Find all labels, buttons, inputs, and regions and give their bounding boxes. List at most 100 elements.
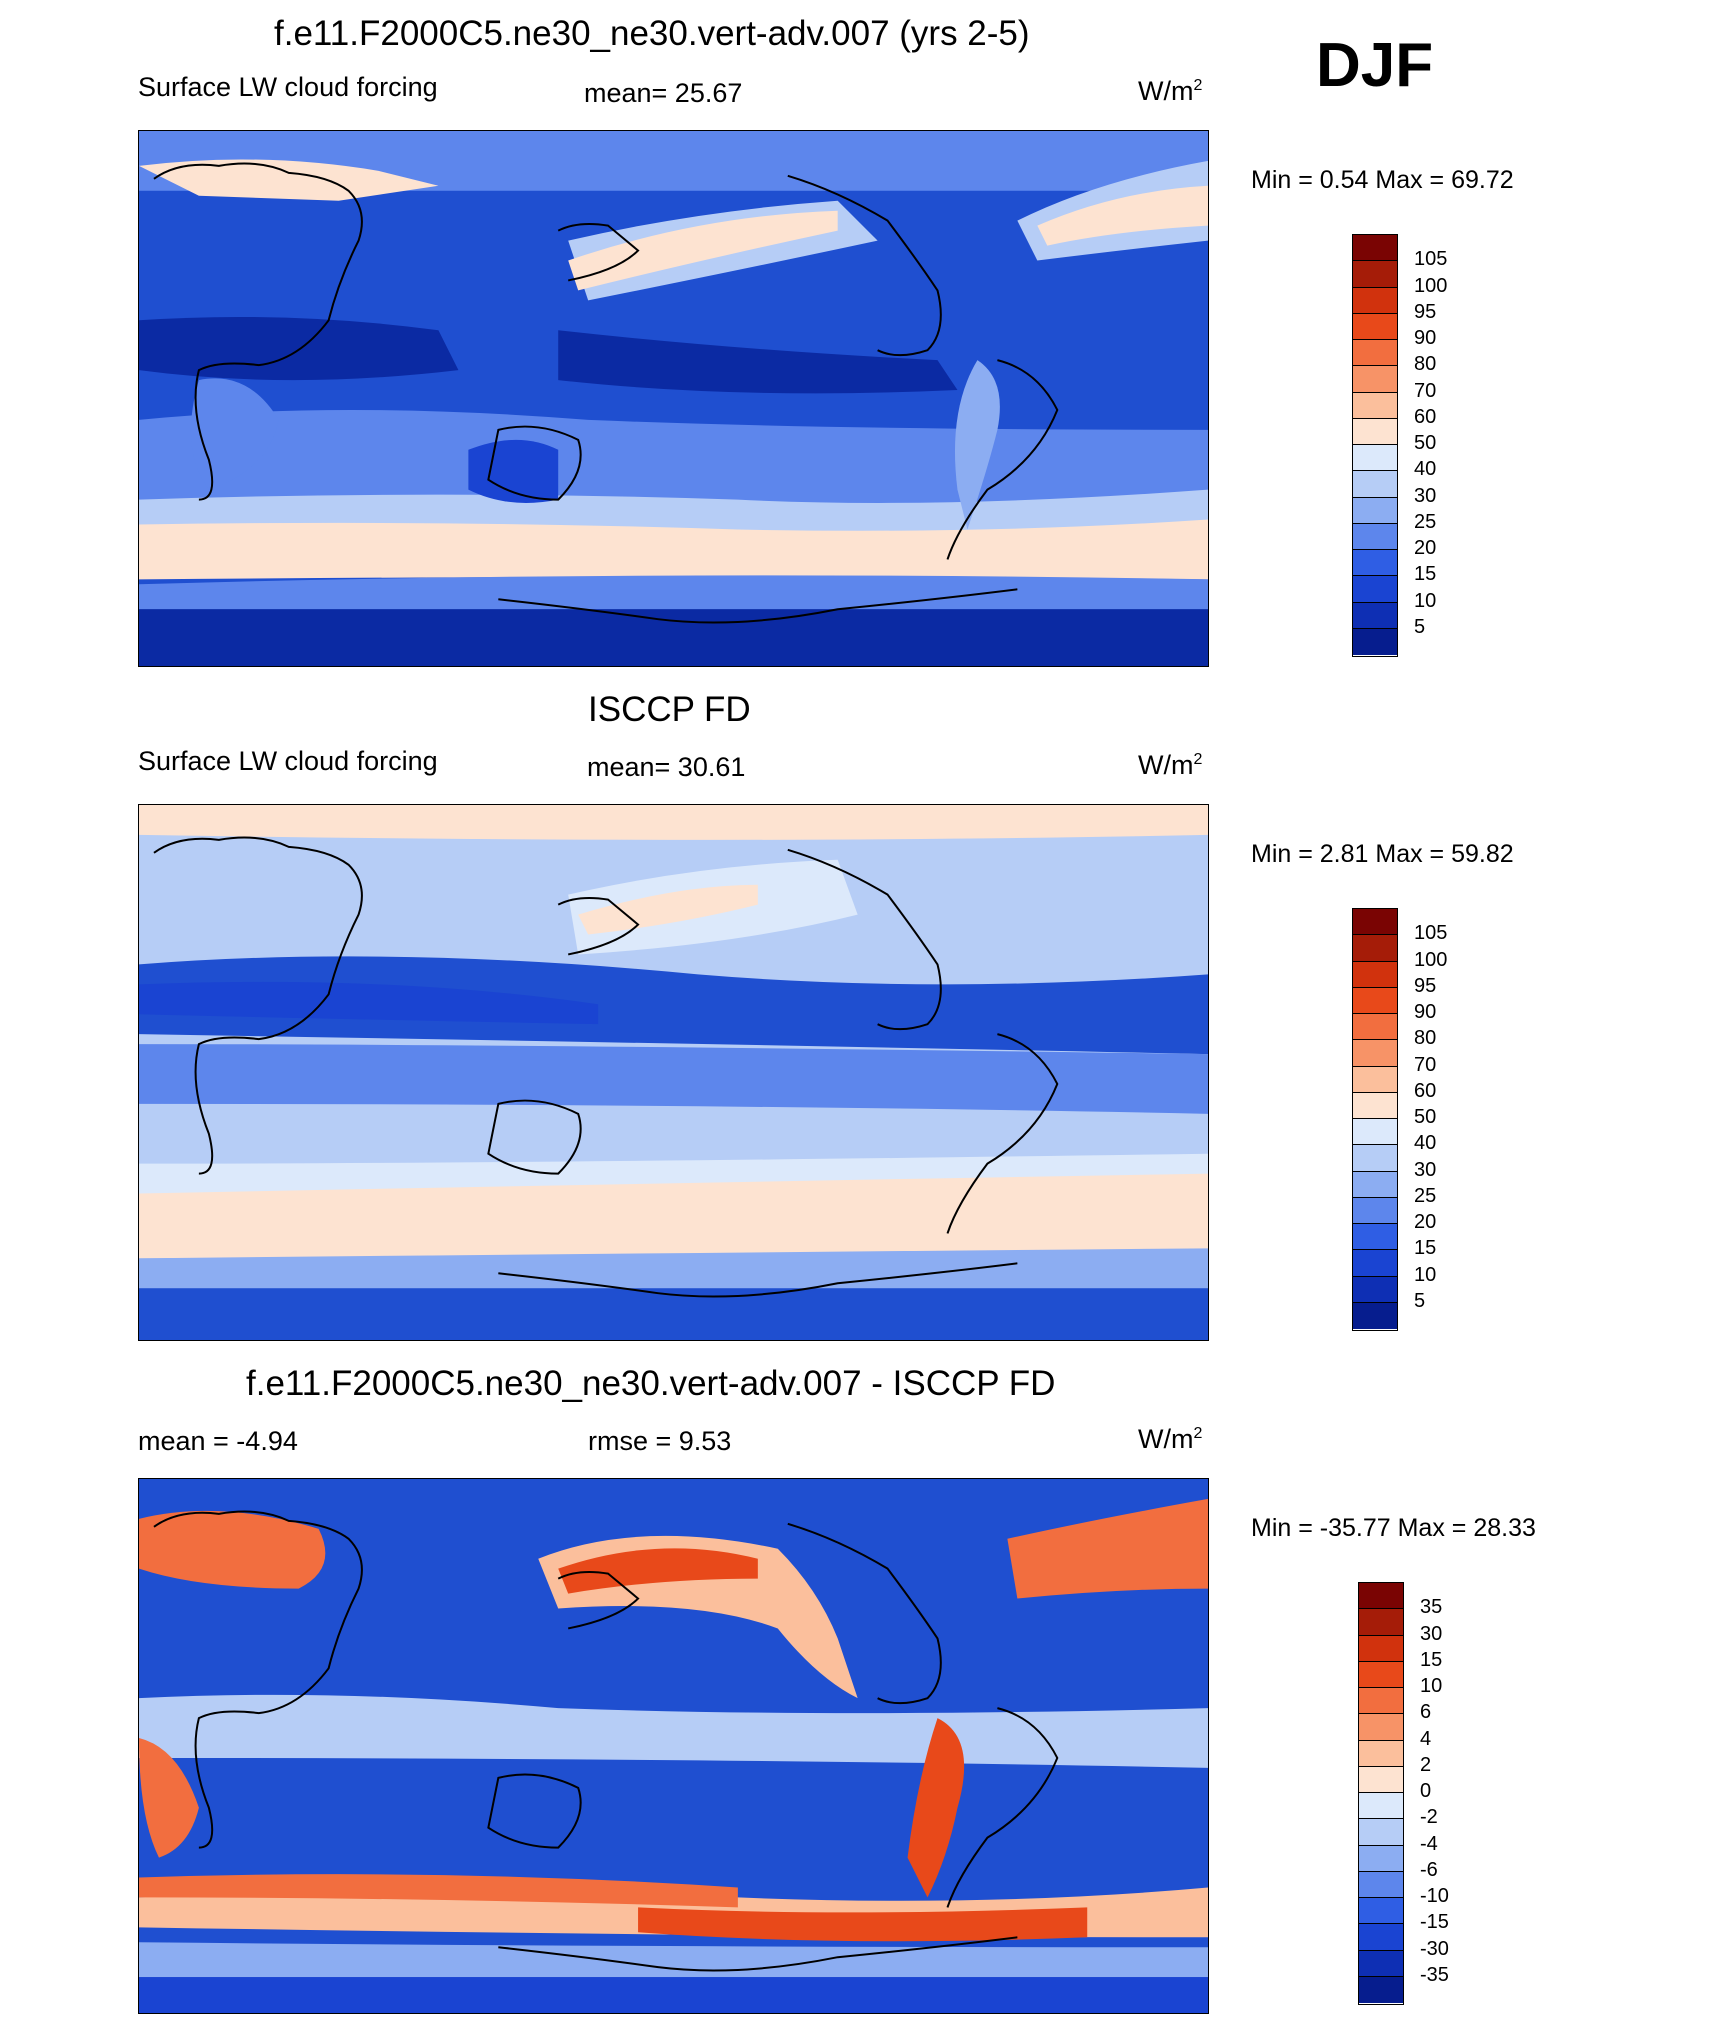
colorbar-level-label: -15 (1420, 1911, 1449, 1934)
panel2-unit-label: W/m2 (1138, 750, 1203, 780)
panel1-colorbar (1352, 234, 1398, 657)
colorbar-swatch (1353, 340, 1397, 367)
panel3-title: f.e11.F2000C5.ne30_ne30.vert-adv.007 - I… (246, 1364, 1056, 1403)
colorbar-swatch (1353, 550, 1397, 577)
panel3-mean-label: mean = -4.94 (138, 1426, 298, 1456)
colorbar-swatch (1359, 1583, 1403, 1610)
colorbar-level-label: 100 (1414, 274, 1448, 297)
colorbar-swatch (1353, 392, 1397, 419)
colorbar-swatch (1359, 1688, 1403, 1715)
colorbar-swatch (1353, 628, 1397, 655)
colorbar-swatch (1353, 261, 1397, 288)
colorbar-swatch (1359, 1898, 1403, 1925)
colorbar-swatch (1353, 235, 1397, 262)
colorbar-level-label: 15 (1420, 1648, 1443, 1671)
colorbar-level-label: 30 (1414, 484, 1437, 507)
colorbar-swatch (1353, 1276, 1397, 1303)
colorbar-level-label: 20 (1414, 537, 1437, 559)
colorbar-swatch (1353, 1014, 1397, 1041)
colorbar-level-label: 50 (1414, 1106, 1437, 1128)
colorbar-level-label: 2 (1420, 1753, 1432, 1776)
colorbar-level-label: 0 (1420, 1780, 1432, 1802)
colorbar-swatch (1359, 1609, 1403, 1636)
panel2-variable-label: Surface LW cloud forcing (138, 746, 438, 776)
colorbar-swatch (1359, 1871, 1403, 1898)
colorbar-level-label: 35 (1420, 1596, 1443, 1619)
colorbar-level-label: 70 (1414, 1053, 1437, 1076)
colorbar-level-label: 50 (1414, 432, 1437, 454)
colorbar-level-label: -30 (1420, 1937, 1449, 1960)
colorbar-swatch (1353, 497, 1397, 524)
colorbar-level-label: 10 (1420, 1675, 1443, 1697)
colorbar-level-label: 15 (1414, 1237, 1437, 1260)
colorbar-level-label: 4 (1420, 1727, 1432, 1750)
colorbar-level-label: 90 (1414, 327, 1437, 349)
colorbar-swatch (1359, 1950, 1403, 1977)
colorbar-swatch (1359, 1661, 1403, 1688)
colorbar-swatch (1359, 1976, 1403, 2003)
colorbar-level-label: 25 (1414, 510, 1437, 533)
colorbar-swatch (1353, 1250, 1397, 1277)
colorbar-swatch (1353, 935, 1397, 962)
colorbar-swatch (1353, 1040, 1397, 1067)
panel1-unit-label: W/m2 (1138, 76, 1203, 106)
colorbar-level-label: 95 (1414, 974, 1437, 997)
colorbar-level-label: 80 (1414, 353, 1437, 376)
colorbar-level-label: 10 (1414, 589, 1437, 612)
colorbar-level-label: 60 (1414, 1079, 1437, 1102)
colorbar-swatch (1353, 987, 1397, 1014)
colorbar-level-label: 20 (1414, 1211, 1437, 1233)
panel2-minmax: Min = 2.81 Max = 59.82 (1251, 840, 1514, 868)
colorbar-swatch (1353, 1145, 1397, 1172)
colorbar-swatch (1353, 961, 1397, 988)
colorbar-level-label: -35 (1420, 1963, 1449, 1986)
colorbar-swatch (1359, 1924, 1403, 1951)
colorbar-level-label: 105 (1414, 248, 1448, 271)
colorbar-level-label: 10 (1414, 1263, 1437, 1286)
colorbar-level-label: 60 (1414, 405, 1437, 428)
colorbar-level-label: 5 (1414, 615, 1426, 638)
season-label: DJF (1316, 31, 1434, 100)
colorbar-level-label: -2 (1420, 1806, 1438, 1829)
colorbar-level-label: 30 (1414, 1158, 1437, 1181)
colorbar-swatch (1353, 523, 1397, 550)
panel3-rmse-label: rmse = 9.53 (588, 1426, 732, 1456)
colorbar-level-label: 95 (1414, 300, 1437, 323)
panel2-colorbar (1352, 908, 1398, 1331)
colorbar-level-label: -4 (1420, 1832, 1438, 1855)
colorbar-swatch (1353, 471, 1397, 498)
colorbar-level-label: 100 (1414, 948, 1448, 971)
colorbar-swatch (1353, 1224, 1397, 1251)
colorbar-level-label: 80 (1414, 1027, 1437, 1050)
colorbar-level-label: 90 (1414, 1001, 1437, 1023)
panel2-observation-map (138, 804, 1209, 1341)
colorbar-swatch (1353, 287, 1397, 314)
panel2-title: ISCCP FD (588, 690, 751, 729)
colorbar-swatch (1359, 1714, 1403, 1741)
colorbar-swatch (1353, 576, 1397, 603)
colorbar-swatch (1359, 1766, 1403, 1793)
colorbar-level-label: 105 (1414, 922, 1448, 945)
colorbar-swatch (1353, 313, 1397, 340)
colorbar-swatch (1359, 1845, 1403, 1872)
panel1-mean-label: mean= 25.67 (584, 78, 743, 108)
colorbar-level-label: 5 (1414, 1289, 1426, 1312)
colorbar-swatch (1353, 1092, 1397, 1119)
colorbar-level-label: 30 (1420, 1622, 1443, 1645)
panel3-difference-map (138, 1478, 1209, 2014)
colorbar-swatch (1353, 445, 1397, 472)
colorbar-swatch (1353, 1066, 1397, 1093)
panel3-colorbar (1358, 1582, 1404, 2005)
panel1-minmax: Min = 0.54 Max = 69.72 (1251, 166, 1514, 194)
colorbar-level-label: 70 (1414, 379, 1437, 402)
colorbar-swatch (1359, 1819, 1403, 1846)
panel3-unit-label: W/m2 (1138, 1424, 1203, 1454)
colorbar-level-label: 6 (1420, 1701, 1432, 1724)
panel2-mean-label: mean= 30.61 (587, 752, 746, 782)
colorbar-level-label: 40 (1414, 458, 1437, 481)
panel1-title: f.e11.F2000C5.ne30_ne30.vert-adv.007 (yr… (274, 14, 1030, 53)
colorbar-level-label: 40 (1414, 1132, 1437, 1155)
colorbar-swatch (1359, 1740, 1403, 1767)
panel3-minmax: Min = -35.77 Max = 28.33 (1251, 1514, 1536, 1542)
colorbar-swatch (1353, 602, 1397, 629)
